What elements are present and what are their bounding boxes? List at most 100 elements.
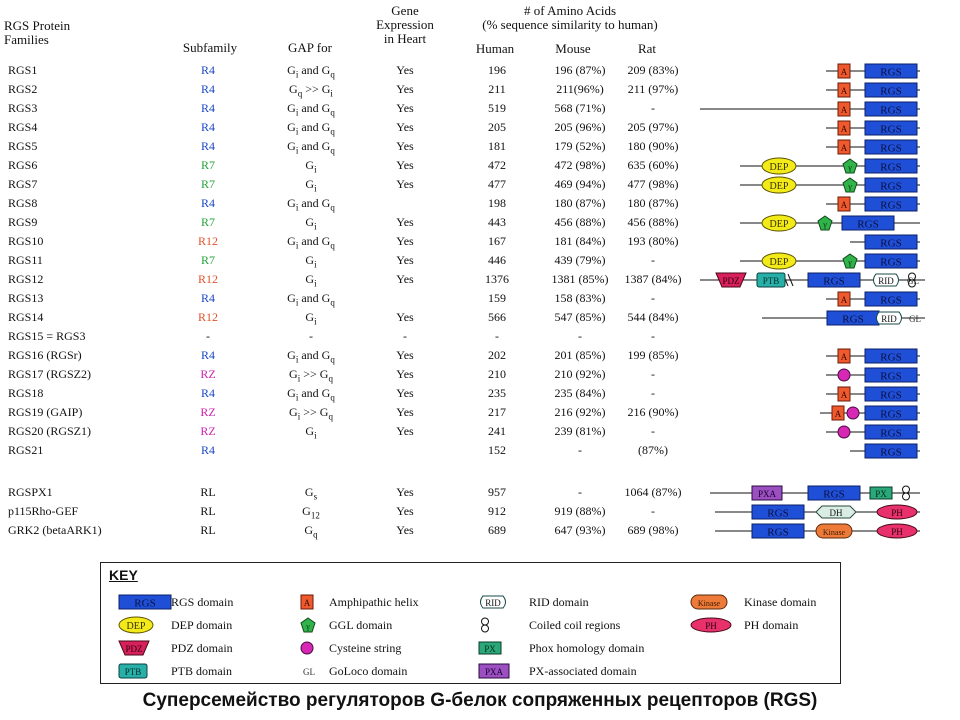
key-label-amph: Amphipathic helix bbox=[329, 595, 419, 609]
heart-expression-cell: Yes bbox=[396, 367, 414, 381]
key-label-rgs: RGS domain bbox=[171, 595, 234, 609]
gap-for-cell: Gi >> Gq bbox=[289, 405, 333, 422]
rgs-domain-icon: RGS bbox=[864, 443, 918, 459]
gl-domain-icon: GL bbox=[303, 667, 315, 677]
rat-aa-cell: - bbox=[651, 424, 655, 438]
amph-domain-icon: A bbox=[837, 196, 851, 212]
mouse-aa-cell: 216 (92%) bbox=[554, 405, 606, 419]
dep-domain-icon: DEP bbox=[761, 214, 797, 232]
gl-domain-icon: GL bbox=[907, 276, 919, 286]
heart-expression-cell: Yes bbox=[396, 215, 414, 229]
human-aa-cell: 152 bbox=[488, 443, 506, 457]
family-name: RGS9 bbox=[8, 215, 38, 229]
key-label-kinase: Kinase domain bbox=[744, 595, 817, 609]
key-label-ggl: GGL domain bbox=[329, 618, 393, 632]
heart-expression-cell: Yes bbox=[396, 63, 414, 77]
subfamily-cell: R4 bbox=[200, 101, 215, 115]
pxa-domain-icon: PXA bbox=[751, 485, 783, 501]
domain-label: RID bbox=[881, 314, 897, 324]
domain-label: DEP bbox=[770, 257, 789, 268]
rgs-domain-icon: RGS bbox=[864, 253, 918, 269]
domain-label: PH bbox=[705, 621, 717, 631]
gap-for-cell: Gi and Gq bbox=[287, 139, 335, 156]
domain-label: PX bbox=[875, 489, 887, 499]
human-aa-cell: 477 bbox=[488, 177, 506, 191]
domain-label: PTB bbox=[125, 667, 142, 677]
heart-expression-cell: Yes bbox=[396, 348, 414, 362]
domain-label: RGS bbox=[880, 67, 901, 79]
domain-label: RGS bbox=[880, 181, 901, 193]
rgs-domain-icon: RGS bbox=[826, 310, 880, 326]
subfamily-cell: RL bbox=[200, 504, 216, 518]
header-subfamily: Subfamily bbox=[182, 40, 238, 55]
gap-for-cell: Gi and Gq bbox=[287, 348, 335, 365]
gap-for-cell: Gi and Gq bbox=[287, 386, 335, 403]
human-aa-cell: 957 bbox=[488, 485, 506, 499]
header-gap-for: GAP for bbox=[288, 40, 332, 55]
rgs-domain-icon: RGS bbox=[864, 405, 918, 421]
human-aa-cell: 167 bbox=[488, 234, 506, 248]
heart-expression-cell: - bbox=[403, 329, 407, 343]
heart-expression-cell: Yes bbox=[396, 504, 414, 518]
domain-label: RGS bbox=[880, 238, 901, 250]
domain-label: RGS bbox=[767, 508, 788, 520]
mouse-aa-cell: 196 (87%) bbox=[554, 63, 606, 77]
domain-label: RGS bbox=[880, 200, 901, 212]
domain-label: A bbox=[841, 143, 848, 153]
family-name: RGS18 bbox=[8, 386, 44, 400]
amph-domain-icon: A bbox=[837, 120, 851, 136]
subfamily-cell: R4 bbox=[200, 386, 215, 400]
mouse-aa-cell: 205 (96%) bbox=[554, 120, 606, 134]
heart-expression-cell: Yes bbox=[396, 485, 414, 499]
domain-label: PX bbox=[484, 644, 496, 654]
human-aa-cell: 912 bbox=[488, 504, 506, 518]
human-aa-cell: 519 bbox=[488, 101, 506, 115]
rgs-domain-icon: RGS bbox=[864, 424, 918, 440]
human-aa-cell: 205 bbox=[488, 120, 506, 134]
subfamily-cell: RZ bbox=[200, 405, 216, 419]
ggl-domain-icon: γ bbox=[842, 253, 858, 269]
domain-label: γ bbox=[847, 258, 852, 267]
heart-expression-cell: Yes bbox=[396, 424, 414, 438]
mouse-aa-cell: 180 (87%) bbox=[554, 196, 606, 210]
key-label-pdz: PDZ domain bbox=[171, 641, 233, 655]
rgs-domain-icon: RGS bbox=[864, 234, 918, 250]
subfamily-cell: R12 bbox=[197, 310, 218, 324]
domain-label: A bbox=[841, 124, 848, 134]
human-aa-cell: 689 bbox=[488, 523, 506, 537]
mouse-aa-cell: 647 (93%) bbox=[554, 523, 606, 537]
rgs-domain-icon: RGS bbox=[864, 386, 918, 402]
family-name: RGS11 bbox=[8, 253, 43, 267]
domain-label: RGS bbox=[880, 390, 901, 402]
coil-domain-icon bbox=[481, 617, 489, 633]
mouse-aa-cell: 472 (98%) bbox=[554, 158, 606, 172]
domain-label: RGS bbox=[880, 105, 901, 117]
kinase-domain-icon: Kinase bbox=[690, 594, 728, 610]
subfamily-cell: R4 bbox=[200, 139, 215, 153]
heart-expression-cell: Yes bbox=[396, 177, 414, 191]
family-name: RGSPX1 bbox=[8, 485, 53, 499]
mouse-aa-cell: 210 (92%) bbox=[554, 367, 606, 381]
domain-label: RGS bbox=[880, 143, 901, 155]
family-name: RGS12 bbox=[8, 272, 44, 286]
domain-label: GL bbox=[303, 667, 315, 677]
subfamily-cell: R4 bbox=[200, 120, 215, 134]
family-name: RGS2 bbox=[8, 82, 38, 96]
heart-expression-cell: Yes bbox=[396, 405, 414, 419]
domain-label: A bbox=[841, 67, 848, 77]
domain-label: A bbox=[835, 409, 842, 419]
domain-label: γ bbox=[847, 163, 852, 172]
amph-domain-icon: A bbox=[837, 386, 851, 402]
gap-for-cell: Gi bbox=[305, 158, 317, 175]
pdz-domain-icon: PDZ bbox=[118, 640, 150, 656]
domain-label: RGS bbox=[767, 527, 788, 539]
heart-expression-cell: Yes bbox=[396, 234, 414, 248]
family-name: RGS16 (RGSr) bbox=[8, 348, 82, 362]
mouse-aa-cell: 439 (79%) bbox=[554, 253, 606, 267]
family-name: RGS20 (RGSZ1) bbox=[8, 424, 92, 438]
px-domain-icon: PX bbox=[869, 486, 893, 500]
human-aa-cell: 210 bbox=[488, 367, 506, 381]
heart-expression-cell: Yes bbox=[396, 272, 414, 286]
human-aa-cell: 159 bbox=[488, 291, 506, 305]
domain-label: RGS bbox=[880, 371, 901, 383]
